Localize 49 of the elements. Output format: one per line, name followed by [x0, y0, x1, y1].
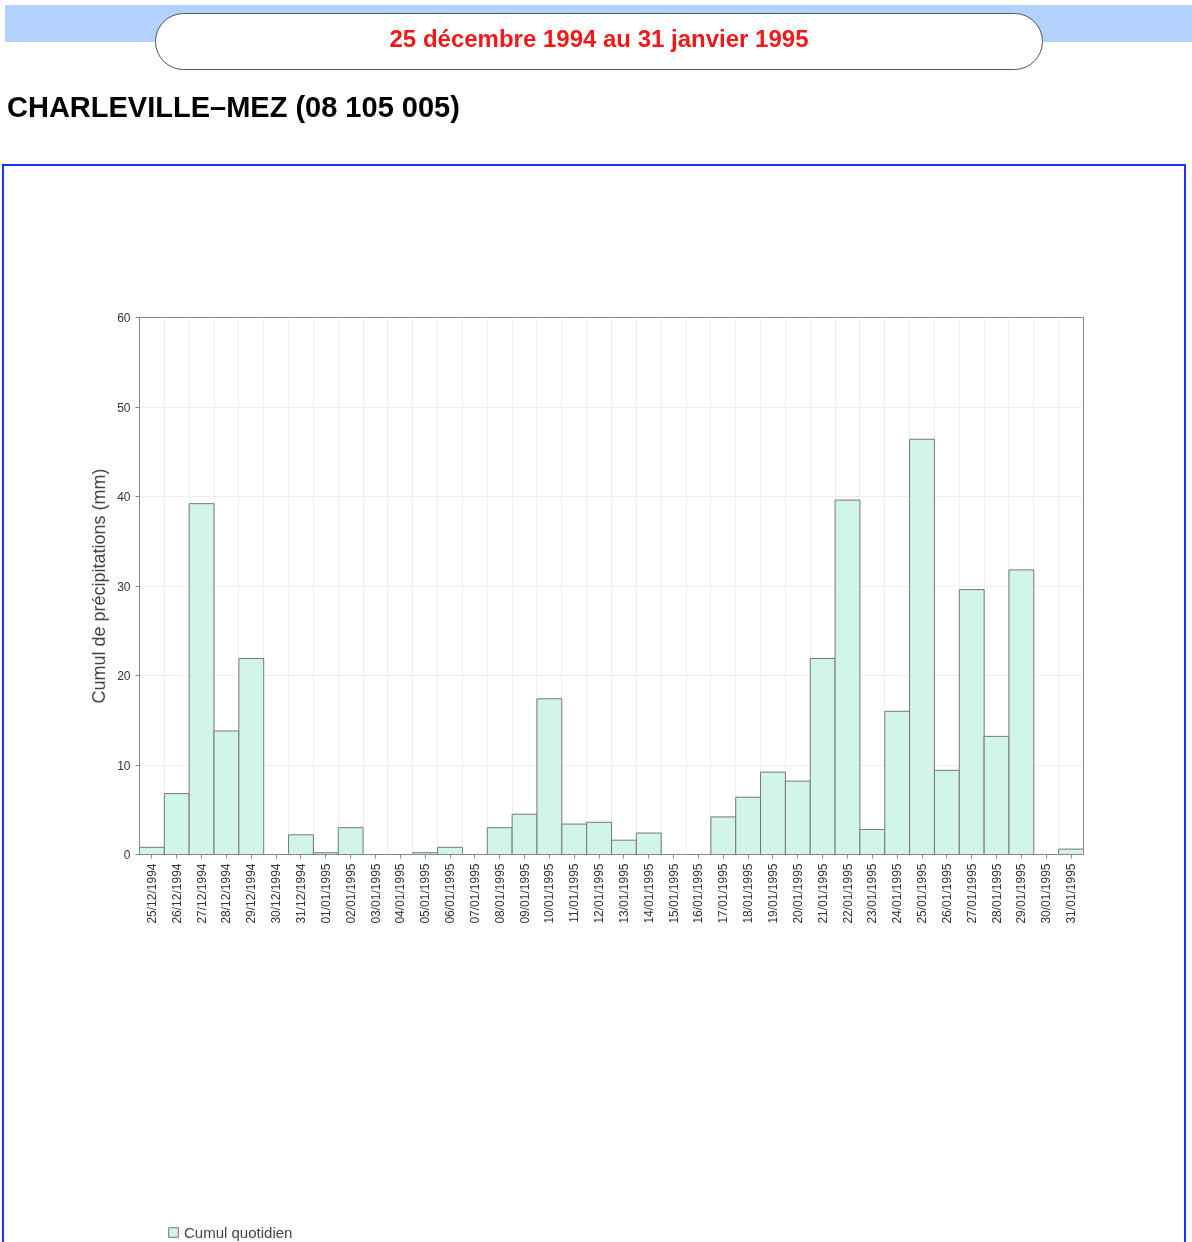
x-tick-label: 25/01/1995 — [915, 863, 930, 924]
x-tick-label: 06/01/1995 — [443, 863, 458, 924]
x-tick-label: 04/01/1995 — [393, 863, 408, 924]
x-tick-label: 29/12/1994 — [244, 863, 259, 924]
x-tick-label: 02/01/1995 — [343, 863, 358, 924]
x-tick-label: 24/01/1995 — [890, 863, 905, 924]
x-tick-label: 09/01/1995 — [517, 863, 532, 924]
x-tick-label: 01/01/1995 — [318, 863, 333, 924]
y-tick-label: 60 — [117, 311, 131, 325]
x-tick-label: 07/01/1995 — [467, 863, 482, 924]
x-tick-label: 17/01/1995 — [716, 863, 731, 924]
x-tick-label: 29/01/1995 — [1014, 863, 1029, 924]
x-tick-label: 03/01/1995 — [368, 863, 383, 924]
x-tick-label: 20/01/1995 — [790, 863, 805, 924]
x-tick-label: 27/01/1995 — [964, 863, 979, 924]
x-tick-label: 31/12/1994 — [293, 863, 308, 924]
y-axis-title: Cumul de précipitations (mm) — [89, 468, 110, 704]
x-tick-label: 08/01/1995 — [492, 863, 507, 924]
x-tick-label: 19/01/1995 — [765, 863, 780, 924]
x-tick-label: 30/01/1995 — [1039, 863, 1054, 924]
x-tick-label: 13/01/1995 — [616, 863, 631, 924]
x-tick-label: 18/01/1995 — [741, 863, 756, 924]
x-tick-label: 28/01/1995 — [989, 863, 1004, 924]
y-tick-label: 20 — [117, 669, 131, 683]
x-tick-label: 16/01/1995 — [691, 863, 706, 924]
x-tick-label: 23/01/1995 — [865, 863, 880, 924]
x-tick-label: 14/01/1995 — [641, 863, 656, 924]
x-tick-label: 15/01/1995 — [666, 863, 681, 924]
x-tick-label: 26/12/1994 — [169, 863, 184, 924]
x-tick-label: 11/01/1995 — [567, 863, 582, 923]
chart-subtitle: CHARLEVILLE–MEZ (08 105 005) — [6, 90, 460, 125]
x-tick-label: 05/01/1995 — [418, 863, 433, 924]
x-tick-label: 10/01/1995 — [542, 863, 557, 924]
x-tick-label: 12/01/1995 — [592, 863, 607, 924]
y-tick-label: 0 — [123, 848, 131, 862]
x-tick-label: 26/01/1995 — [939, 863, 954, 924]
x-tick-label: 28/12/1994 — [219, 863, 234, 924]
x-tick-label: 31/01/1995 — [1064, 863, 1079, 924]
x-tick-label: 27/12/1994 — [194, 863, 209, 924]
x-tick-label: 30/12/1994 — [269, 863, 284, 924]
y-tick-label: 10 — [117, 758, 131, 773]
x-tick-label: 21/01/1995 — [815, 863, 830, 924]
y-tick-label: 40 — [117, 490, 131, 504]
chart-title: 25 décembre 1994 au 31 janvier 1995 — [155, 13, 1043, 70]
x-tick-label: 22/01/1995 — [840, 863, 855, 924]
legend-label: Cumul quotidien — [184, 1223, 293, 1241]
y-tick-label: 30 — [117, 579, 131, 594]
x-tick-label: 25/12/1994 — [144, 863, 159, 924]
y-tick-label: 50 — [117, 400, 131, 415]
